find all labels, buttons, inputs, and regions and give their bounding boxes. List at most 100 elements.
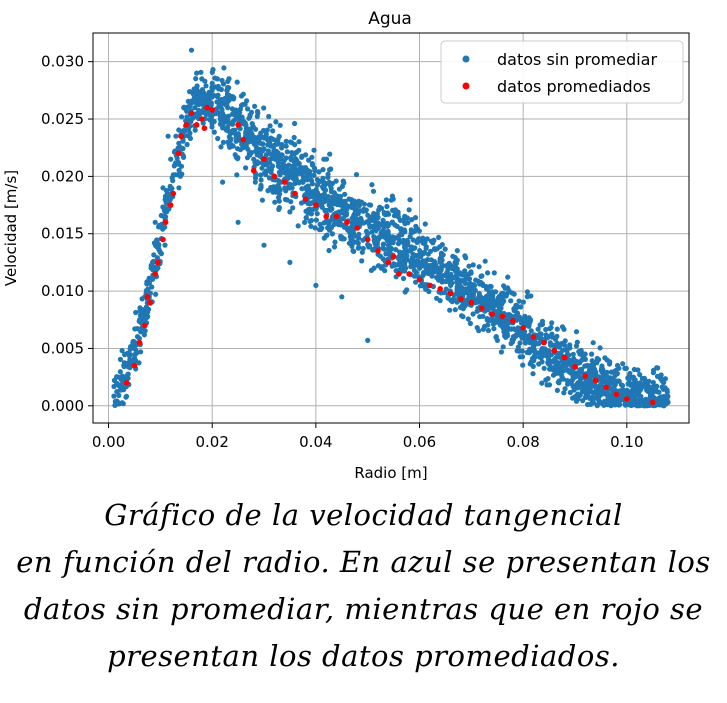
blue-point <box>284 149 290 155</box>
y-tick-label: 0.015 <box>41 225 84 243</box>
blue-point <box>365 337 371 343</box>
blue-point <box>423 286 429 292</box>
blue-point <box>260 148 266 154</box>
blue-point <box>209 124 215 130</box>
red-point <box>292 190 298 197</box>
blue-point <box>491 326 497 332</box>
legend-label-datos-promediados: datos promediados <box>497 77 651 96</box>
red-point <box>499 313 506 320</box>
blue-point <box>289 163 295 170</box>
blue-point <box>480 313 486 319</box>
red-point <box>162 219 169 226</box>
blue-point <box>391 236 397 242</box>
blue-point <box>276 206 282 212</box>
red-point <box>250 167 257 174</box>
blue-point <box>520 362 526 368</box>
blue-point <box>273 119 279 125</box>
blue-point <box>527 346 533 352</box>
blue-point <box>434 246 440 252</box>
blue-point <box>398 226 404 232</box>
blue-point <box>350 230 357 236</box>
blue-point <box>539 359 545 365</box>
blue-point <box>561 326 567 332</box>
blue-point <box>439 279 445 285</box>
blue-point <box>637 372 643 378</box>
blue-point <box>131 345 138 351</box>
blue-point <box>591 395 597 401</box>
red-point <box>155 259 161 266</box>
blue-point <box>199 99 205 105</box>
blue-point <box>222 95 228 101</box>
blue-point <box>588 373 594 379</box>
blue-point <box>454 284 460 290</box>
blue-point <box>506 326 512 332</box>
blue-point <box>466 263 472 269</box>
blue-point <box>375 263 382 269</box>
blue-point <box>352 213 358 219</box>
blue-point <box>389 193 395 199</box>
blue-point <box>167 183 173 189</box>
blue-point <box>615 401 621 407</box>
blue-point <box>654 373 661 379</box>
blue-point <box>655 389 661 395</box>
blue-point <box>380 227 386 233</box>
blue-point <box>382 211 388 217</box>
blue-point <box>178 146 184 152</box>
blue-point <box>358 215 364 221</box>
blue-point <box>480 326 486 332</box>
blue-point <box>400 249 406 255</box>
blue-point <box>257 186 263 192</box>
blue-point <box>262 170 268 176</box>
red-point <box>478 305 485 312</box>
blue-point <box>439 261 445 268</box>
blue-point <box>243 122 249 128</box>
blue-point <box>353 239 360 245</box>
blue-point <box>582 380 588 386</box>
blue-point <box>585 401 591 408</box>
blue-point <box>417 252 423 258</box>
legend: datos sin promediar datos promediados <box>440 40 684 104</box>
blue-point <box>416 265 422 271</box>
blue-point <box>179 114 185 120</box>
blue-point <box>497 299 503 305</box>
blue-point <box>572 374 578 380</box>
blue-point <box>155 265 161 271</box>
blue-point <box>616 378 622 384</box>
blue-point <box>265 148 271 154</box>
red-point <box>561 354 568 361</box>
blue-point <box>137 317 143 323</box>
blue-point <box>299 153 305 159</box>
blue-point <box>181 105 187 111</box>
caption-line-2: en función del radio. En azul se present… <box>16 545 711 579</box>
blue-point <box>218 144 224 150</box>
red-point <box>240 136 247 143</box>
red-point <box>261 156 267 162</box>
blue-point <box>144 279 150 285</box>
red-point <box>123 380 130 386</box>
blue-point <box>150 276 156 282</box>
blue-point <box>221 65 227 71</box>
blue-point <box>173 133 179 139</box>
blue-point <box>296 139 302 145</box>
blue-point <box>342 199 348 205</box>
blue-point <box>292 120 298 127</box>
blue-point <box>149 284 155 290</box>
blue-point <box>524 294 530 300</box>
blue-point <box>192 92 198 98</box>
blue-point <box>215 135 221 142</box>
blue-point <box>561 342 568 348</box>
blue-point <box>307 194 313 200</box>
blue-point <box>631 381 638 387</box>
blue-point <box>385 251 391 257</box>
blue-point <box>517 340 523 346</box>
blue-point <box>549 331 555 337</box>
blue-point <box>476 291 482 297</box>
blue-point <box>528 359 534 365</box>
red-point <box>204 104 210 111</box>
blue-point <box>577 378 583 384</box>
blue-point <box>579 369 585 375</box>
blue-point <box>329 231 335 237</box>
blue-point <box>214 99 220 105</box>
blue-point <box>302 219 308 225</box>
red-point <box>167 202 174 208</box>
